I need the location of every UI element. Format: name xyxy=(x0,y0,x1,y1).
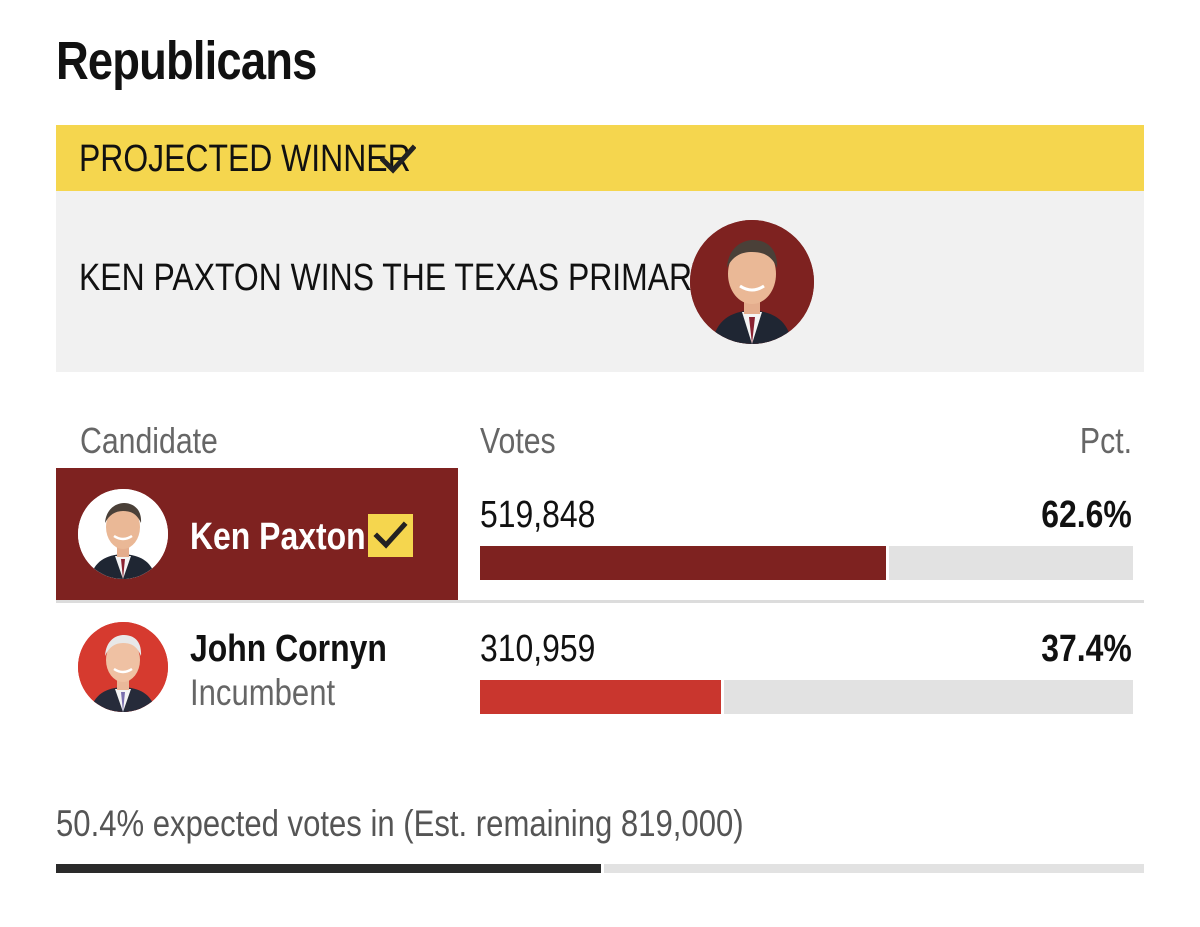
projected-winner-label: PROJECTED WINNER xyxy=(79,138,411,180)
vote-bar-fill-cornyn xyxy=(480,680,724,714)
candidate-avatar-paxton xyxy=(78,489,168,579)
pct-cornyn: 37.4% xyxy=(1041,628,1132,670)
party-title: Republicans xyxy=(56,31,317,91)
candidate-avatar-cornyn xyxy=(78,622,168,712)
votes-paxton: 519,848 xyxy=(480,494,596,536)
votes-cornyn: 310,959 xyxy=(480,628,596,670)
projected-winner-banner: PROJECTED WINNER xyxy=(56,125,1144,191)
checkmark-icon xyxy=(380,144,416,174)
pct-paxton: 62.6% xyxy=(1041,494,1132,536)
candidate-subtitle-cornyn: Incumbent xyxy=(190,672,336,713)
vote-bar-track-paxton xyxy=(480,546,1133,580)
person-portrait-icon xyxy=(690,220,814,344)
winner-headline: KEN PAXTON WINS THE TEXAS PRIMARY xyxy=(79,257,713,299)
candidate-name-cornyn: John Cornyn xyxy=(190,628,387,670)
winner-avatar xyxy=(690,220,814,344)
winner-check-badge xyxy=(368,514,413,557)
expected-votes-progress-fill xyxy=(56,864,604,873)
checkmark-icon xyxy=(373,521,408,549)
row-divider xyxy=(56,600,1144,603)
candidate-name-paxton: Ken Paxton xyxy=(190,516,366,558)
column-header-votes: Votes xyxy=(480,420,556,461)
column-header-candidate: Candidate xyxy=(80,420,218,461)
person-portrait-icon xyxy=(78,622,168,712)
column-header-pct: Pct. xyxy=(1079,420,1132,461)
expected-votes-text: 50.4% expected votes in (Est. remaining … xyxy=(56,803,744,844)
expected-votes-progress-track xyxy=(56,864,1144,873)
vote-bar-track-cornyn xyxy=(480,680,1133,714)
person-portrait-icon xyxy=(78,489,168,579)
winner-card: KEN PAXTON WINS THE TEXAS PRIMARY xyxy=(56,191,1144,372)
vote-bar-fill-paxton xyxy=(480,546,889,580)
